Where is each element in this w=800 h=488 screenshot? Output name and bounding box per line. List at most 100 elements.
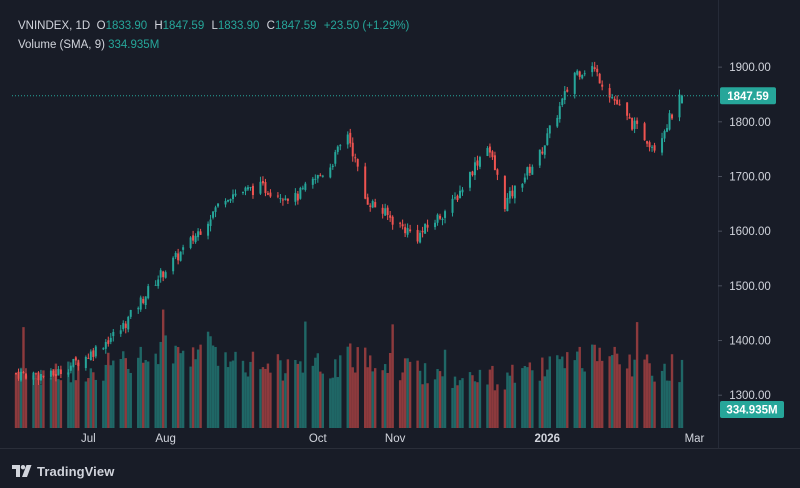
candle-body <box>478 157 481 167</box>
legend-symbol[interactable]: VNINDEX <box>18 20 70 32</box>
candle-body <box>227 199 230 202</box>
volume-bar <box>443 349 447 428</box>
candle-body <box>558 106 561 120</box>
candle-body <box>266 193 269 195</box>
volume-bar <box>147 361 150 428</box>
volume-bar <box>264 368 267 428</box>
volume-bar <box>576 351 579 428</box>
volume-bar <box>436 369 439 428</box>
candle-body <box>124 323 127 328</box>
tradingview-logo[interactable]: TradingView <box>12 461 114 481</box>
candle-body <box>319 175 322 177</box>
candle-body <box>144 296 147 306</box>
candle-body <box>351 142 354 157</box>
candle-body <box>541 151 544 154</box>
legend-high-value: 1847.59 <box>162 20 205 32</box>
candle-body <box>596 68 599 73</box>
volume-bar <box>336 377 339 428</box>
candle-body <box>381 207 384 214</box>
volume-bar <box>521 368 524 428</box>
candle-body <box>384 208 387 216</box>
candle-body <box>15 373 17 375</box>
candle-body <box>39 374 42 381</box>
candle-body <box>391 216 394 225</box>
candle-body <box>346 134 349 145</box>
candle-body <box>192 235 195 241</box>
y-tick-label: 1700.00 <box>729 171 771 183</box>
volume-bar <box>109 365 112 428</box>
legend-change: +23.50 (+1.29%) <box>323 20 410 32</box>
volume-bar <box>633 359 636 428</box>
volume-bar <box>573 360 576 428</box>
volume-bar <box>351 367 354 428</box>
volume-bar <box>486 384 489 428</box>
candle-body <box>434 222 437 228</box>
volume-bar <box>127 368 130 428</box>
volume-bar <box>421 384 424 428</box>
candle-body <box>491 151 494 158</box>
volume-bar <box>538 380 542 428</box>
volume-bar <box>506 372 509 428</box>
x-tick-label: Mar <box>685 433 705 445</box>
time-axis[interactable]: Jul Aug Oct Nov 2026 Mar <box>81 433 705 445</box>
candle-body <box>508 191 511 199</box>
legend-volume-label[interactable]: Volume (SMA, 9) <box>18 39 105 51</box>
volume-bar <box>451 387 454 428</box>
volume-bar <box>548 356 551 428</box>
candle-body <box>89 351 92 361</box>
candle-body <box>284 198 287 200</box>
candle-body <box>217 203 220 207</box>
volume-bar <box>528 362 532 428</box>
candle-body <box>42 375 45 377</box>
candle-body <box>119 330 122 334</box>
volume-bar <box>653 381 656 428</box>
volume-bar <box>241 360 245 428</box>
volume-bar <box>423 363 427 428</box>
volume-bar <box>595 361 599 428</box>
volume-bar <box>433 379 437 428</box>
candle-body <box>626 102 629 116</box>
volume-bar <box>461 378 464 428</box>
volume-bar <box>229 361 232 428</box>
candle-body <box>613 98 616 101</box>
candle-body <box>488 146 491 153</box>
brand-name: TradingView <box>37 463 115 479</box>
volume-bar <box>508 375 512 428</box>
volume-bar <box>284 373 287 428</box>
candle-body <box>666 128 669 132</box>
volume-bar <box>511 364 514 428</box>
candle-body <box>174 252 177 258</box>
volume-bar <box>34 378 38 428</box>
volume-bar <box>206 331 210 428</box>
candle-body <box>581 74 584 79</box>
volume-bar <box>334 359 337 428</box>
volume-bar <box>161 309 165 428</box>
volume-bar <box>541 357 544 428</box>
candle-body <box>366 197 369 205</box>
volume-bar <box>319 371 322 428</box>
candle-body <box>84 356 87 369</box>
candle-body <box>608 88 611 98</box>
volume-bar <box>503 389 507 428</box>
candle-body <box>321 175 324 177</box>
candle-body <box>633 120 636 129</box>
volume-bar <box>513 382 517 428</box>
volume-bar <box>331 377 334 428</box>
candle-body <box>127 316 130 330</box>
volume-bar <box>558 359 561 428</box>
legend-interval[interactable]: 1D <box>75 20 91 32</box>
candle-body <box>528 166 531 173</box>
candle-body <box>331 165 334 168</box>
volume-bar <box>224 352 227 428</box>
volume-bar <box>112 360 115 428</box>
volume-bar <box>191 347 195 428</box>
candle-body <box>57 368 60 376</box>
candle-body <box>643 123 646 141</box>
price-badge: 1847.59 <box>720 87 776 105</box>
price-axis[interactable]: 1300.00 1400.00 1500.00 1600.00 1700.00 1800.… <box>718 62 771 402</box>
candle-body <box>473 162 476 176</box>
volume-bar <box>630 376 634 428</box>
legend-open-value: 1833.90 <box>105 20 148 32</box>
candle-body <box>503 176 506 209</box>
